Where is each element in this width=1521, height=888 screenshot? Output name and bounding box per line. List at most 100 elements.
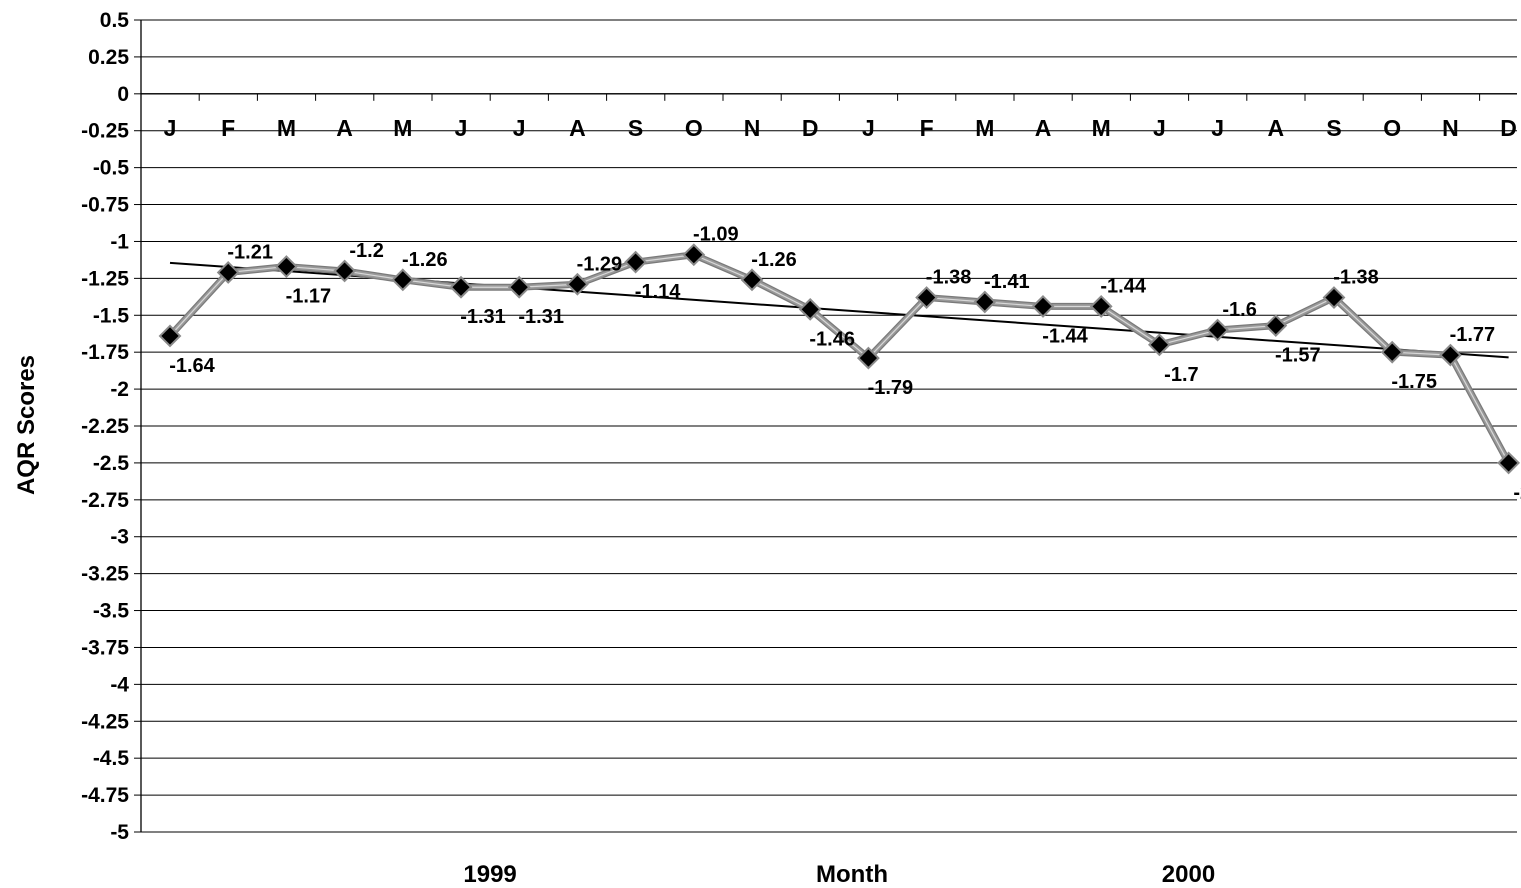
data-label: -1.41 [984, 271, 1030, 293]
y-tick-label: -4.5 [93, 747, 130, 770]
data-point [1322, 286, 1346, 309]
data-label: -1.31 [518, 306, 564, 328]
data-label: -1.7 [1164, 364, 1198, 386]
y-axis: 0.5 0.25 0 -0.25 -0.5 -0.75 -1 -1.25 -1.5 -1.75 -2… [81, 9, 142, 844]
data-label: -1.38 [926, 267, 972, 289]
x-axis-zero-line [140, 93, 1517, 101]
data-point [1206, 318, 1230, 342]
y-tick-label: -0.5 [93, 157, 130, 180]
data-label: -1.38 [1333, 267, 1379, 289]
month-label: J [164, 115, 177, 141]
data-label: -1.21 [227, 241, 273, 263]
data-label: -1.09 [693, 224, 739, 246]
data-point [1031, 295, 1055, 318]
data-point [624, 250, 648, 274]
y-tick-label: -5 [110, 821, 129, 844]
month-label: A [336, 115, 353, 141]
data-label: -1.26 [402, 249, 448, 271]
data-label: -1.44 [1042, 325, 1088, 347]
data-label: -1.64 [169, 355, 215, 377]
gridlines [141, 19, 1517, 833]
data-point [1497, 451, 1521, 475]
data-point [973, 290, 997, 314]
data-point [1089, 295, 1113, 318]
y-tick-label: 0 [117, 83, 129, 106]
month-label: D [802, 115, 819, 141]
month-label: J [513, 115, 526, 141]
data-point [449, 275, 473, 299]
data-label: -1.57 [1275, 345, 1321, 367]
y-tick-label: -3.25 [81, 563, 129, 586]
month-label: J [455, 115, 468, 141]
data-point [682, 243, 706, 267]
month-label: J [1211, 115, 1224, 141]
month-label: N [744, 115, 761, 141]
month-label: O [685, 115, 703, 141]
data-point [333, 259, 357, 283]
y-tick-label: -4.75 [81, 784, 129, 807]
data-label: -1.46 [809, 328, 855, 350]
data-point [856, 346, 880, 370]
year-labels: 1999 2000 [463, 861, 1215, 888]
y-tick-label: -2 [110, 378, 129, 401]
y-tick-label: -2.25 [81, 415, 129, 438]
month-label: J [1153, 115, 1166, 141]
month-label: F [920, 115, 934, 141]
data-point [798, 297, 822, 321]
data-point [216, 261, 240, 284]
data-labels: -1.64-1.21-1.17-1.2 -1.26-1.31 -1.31-1.29-… [169, 224, 1521, 504]
y-tick-label: -1 [110, 230, 129, 253]
month-label: M [393, 115, 412, 141]
data-point [740, 268, 764, 292]
x-axis-title: Month [816, 861, 888, 888]
y-tick-label: -4 [110, 673, 129, 696]
month-label: J [862, 115, 875, 141]
y-tick-label: -2.5 [93, 452, 130, 475]
data-point [915, 286, 939, 309]
y-tick-label: -2.75 [81, 489, 129, 512]
month-label: M [277, 115, 296, 141]
y-tick-label: 0.25 [88, 46, 129, 69]
month-label: A [569, 115, 586, 141]
data-label: -2.5 [1513, 482, 1521, 504]
data-point [1264, 314, 1288, 338]
y-tick-label: -3.5 [93, 600, 130, 623]
y-tick-label: 0.5 [100, 9, 130, 32]
y-tick-label: -1.75 [81, 341, 129, 364]
data-label: -1.79 [868, 377, 914, 399]
data-point [565, 272, 589, 296]
data-point [1147, 333, 1171, 357]
year-label: 1999 [463, 861, 516, 888]
data-label: -1.31 [460, 306, 506, 328]
data-label: -1.17 [286, 286, 332, 308]
month-label: F [221, 115, 235, 141]
y-axis-title: AQR Scores [13, 355, 40, 495]
data-point [391, 268, 415, 292]
y-tick-label: -4.25 [81, 710, 129, 733]
data-label: -1.6 [1222, 299, 1256, 321]
data-point [158, 324, 182, 348]
data-point [274, 255, 298, 278]
month-label: A [1267, 115, 1284, 141]
month-label: A [1035, 115, 1052, 141]
data-label: -1.44 [1100, 275, 1146, 297]
month-label: D [1500, 115, 1517, 141]
month-label: M [1092, 115, 1111, 141]
y-tick-label: -3.75 [81, 636, 129, 659]
data-label: -1.75 [1391, 371, 1437, 393]
year-label: 2000 [1162, 861, 1215, 888]
y-tick-label: -1.5 [93, 304, 130, 327]
y-tick-label: -0.75 [81, 194, 129, 217]
data-label: -1.29 [577, 253, 623, 275]
y-tick-label: -3 [110, 526, 129, 549]
data-label: -1.2 [349, 240, 383, 262]
y-tick-label: -0.25 [81, 120, 129, 143]
data-markers [158, 243, 1521, 475]
data-label: -1.26 [751, 249, 797, 271]
data-label: -1.14 [635, 281, 681, 303]
month-label: S [1326, 115, 1341, 141]
data-point [1438, 343, 1462, 367]
month-label: M [975, 115, 994, 141]
